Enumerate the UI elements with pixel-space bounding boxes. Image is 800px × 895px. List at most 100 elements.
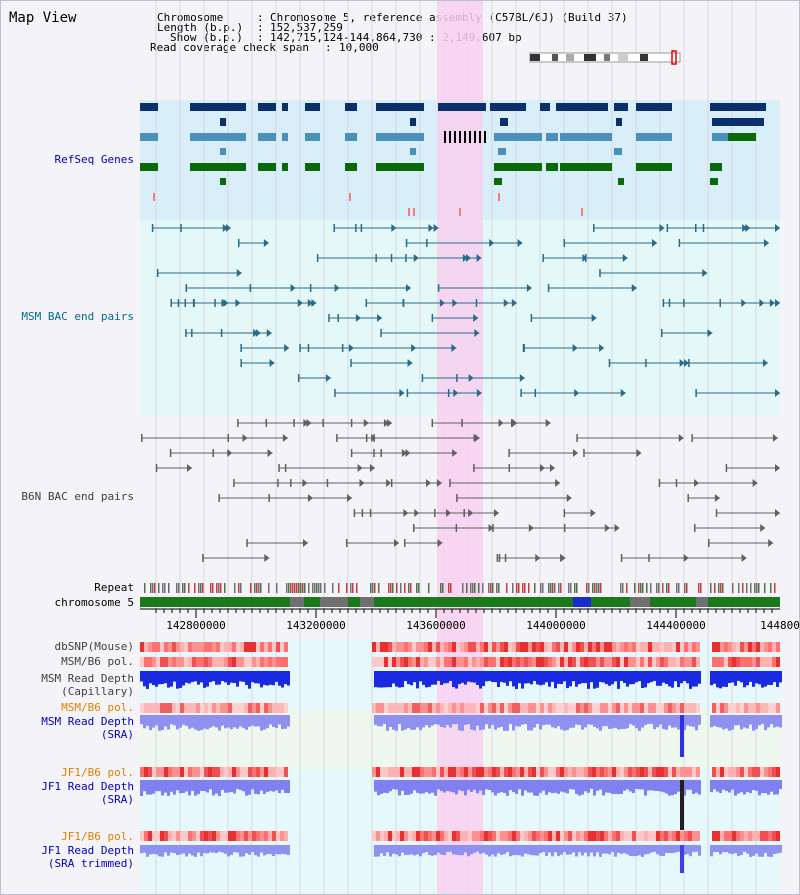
msm-depth-capillary-bar bbox=[140, 671, 143, 682]
repeat-element bbox=[470, 583, 472, 593]
msm-depth-capillary-bar bbox=[146, 671, 149, 689]
msm-pol-2-cell bbox=[232, 703, 236, 713]
msm-pol-2-cell bbox=[144, 703, 148, 713]
refseq-gene-0 bbox=[345, 103, 357, 111]
msm-depth-sra-bar bbox=[776, 715, 779, 727]
msm-depth-capillary-bar bbox=[680, 671, 683, 684]
jf1-depth-sra-bar bbox=[287, 780, 290, 794]
msm-depth-sra-bar bbox=[176, 715, 179, 730]
jf1-depth-sra-bar bbox=[152, 780, 155, 794]
jf1-pol-2-cell bbox=[404, 831, 408, 841]
dbsnp-cell bbox=[544, 642, 548, 652]
jf1-pol-cell bbox=[424, 767, 428, 777]
repeat-element bbox=[314, 583, 316, 593]
msm-depth-capillary-bar bbox=[650, 671, 653, 683]
msm-pol-cell bbox=[400, 657, 404, 667]
refseq-gene-3 bbox=[614, 148, 622, 155]
repeat-element bbox=[552, 583, 554, 593]
b6n-bac-end bbox=[474, 434, 480, 442]
repeat-element bbox=[404, 583, 406, 593]
refseq-gene-0 bbox=[258, 103, 276, 111]
track-label-msm-pol-2: MSM/B6 pol. bbox=[61, 701, 134, 714]
msm-depth-capillary-bar bbox=[272, 671, 275, 686]
jf1-depth-sra-bar bbox=[638, 780, 641, 790]
msm-depth-sra-bar bbox=[578, 715, 581, 726]
msm-pol-2-cell bbox=[172, 703, 176, 713]
msm-depth-sra-bar bbox=[599, 715, 602, 731]
jf1-depth-sra-bar bbox=[401, 780, 404, 791]
repeat-element bbox=[710, 583, 712, 593]
msm-pol-2-cell bbox=[516, 703, 520, 713]
jf1-pol-2-cell bbox=[768, 831, 772, 841]
jf1-depth-sra-bar bbox=[419, 780, 422, 794]
jf1-depth-trim-bar bbox=[167, 845, 170, 856]
msm-depth-capillary-bar bbox=[563, 671, 566, 682]
jf1-depth-trim-bar bbox=[560, 845, 563, 855]
repeat-element bbox=[574, 583, 576, 593]
msm-depth-capillary-bar bbox=[389, 671, 392, 688]
msm-pol-2-cell bbox=[528, 703, 532, 713]
msm-pol-2-cell bbox=[772, 703, 776, 713]
msm-depth-capillary-bar bbox=[176, 671, 179, 689]
jf1-depth-trim-bar bbox=[593, 845, 596, 857]
jf1-pol-cell bbox=[728, 767, 732, 777]
jf1-depth-sra-bar bbox=[254, 780, 257, 794]
msm-depth-capillary-bar bbox=[752, 671, 755, 687]
msm-depth-capillary-bar bbox=[494, 671, 497, 683]
jf1-pol-2-cell bbox=[244, 831, 248, 841]
jf1-pol-cell bbox=[672, 767, 676, 777]
dbsnp-cell bbox=[228, 642, 232, 652]
jf1-depth-trim-bar bbox=[191, 845, 194, 856]
msm-depth-capillary-bar bbox=[449, 671, 452, 681]
msm-depth-sra-bar bbox=[239, 715, 242, 727]
dbsnp-cell bbox=[388, 642, 392, 652]
msm-depth-sra-bar bbox=[143, 715, 146, 729]
msm-depth-sra-bar bbox=[758, 715, 761, 726]
msm-pol-2-cell bbox=[620, 703, 624, 713]
jf1-pol-2-cell bbox=[748, 831, 752, 841]
msm-pol-2-cell bbox=[724, 703, 728, 713]
jf1-depth-trim-bar bbox=[470, 845, 473, 855]
jf1-pol-cell bbox=[648, 767, 652, 777]
msm-depth-sra-bar bbox=[686, 715, 689, 726]
repeat-element bbox=[466, 583, 468, 593]
track-label-msm-bac[interactable]: MSM BAC end pairs bbox=[21, 310, 134, 323]
dbsnp-cell bbox=[440, 642, 444, 652]
msm-pol-2-cell bbox=[196, 703, 200, 713]
msm-pol-2-cell bbox=[696, 703, 700, 713]
msm-depth-sra-bar bbox=[191, 715, 194, 728]
msm-depth-capillary-bar bbox=[557, 671, 560, 684]
msm-bac-end bbox=[253, 329, 259, 337]
dbsnp-cell bbox=[696, 642, 700, 652]
repeat-element bbox=[540, 583, 542, 593]
repeat-element bbox=[198, 583, 200, 593]
msm-pol-2-cell bbox=[672, 703, 676, 713]
track-label-b6n-bac[interactable]: B6N BAC end pairs bbox=[21, 490, 134, 503]
track-label-refseq[interactable]: RefSeq Genes bbox=[54, 153, 134, 166]
jf1-depth-sra-bar bbox=[752, 780, 755, 791]
msm-depth-capillary-bar bbox=[725, 671, 728, 687]
msm-pol-cell bbox=[520, 657, 524, 667]
b6n-bac-end bbox=[387, 419, 393, 427]
refseq-gene-3 bbox=[220, 148, 226, 155]
jf1-depth-sra-bar bbox=[758, 780, 761, 796]
dbsnp-cell bbox=[176, 642, 180, 652]
msm-bac-end bbox=[591, 314, 597, 322]
msm-pol-cell bbox=[404, 657, 408, 667]
repeat-element bbox=[390, 583, 392, 593]
repeat-element bbox=[568, 583, 570, 593]
dbsnp-cell bbox=[188, 642, 192, 652]
jf1-pol-cell bbox=[716, 767, 720, 777]
msm-pol-2-cell bbox=[560, 703, 564, 713]
msm-pol-2-cell bbox=[536, 703, 540, 713]
jf1-depth-trim-bar bbox=[551, 845, 554, 857]
msm-depth-sra-bar bbox=[200, 715, 203, 731]
msm-bac-end bbox=[775, 299, 780, 307]
axis-tick-4: 144000000 bbox=[526, 619, 586, 632]
jf1-depth-trim-bar bbox=[473, 845, 476, 853]
jf1-depth-trim-bar bbox=[584, 845, 587, 853]
jf1-pol-cell bbox=[512, 767, 516, 777]
refseq-gene-2 bbox=[560, 133, 612, 141]
dbsnp-cell bbox=[736, 642, 740, 652]
